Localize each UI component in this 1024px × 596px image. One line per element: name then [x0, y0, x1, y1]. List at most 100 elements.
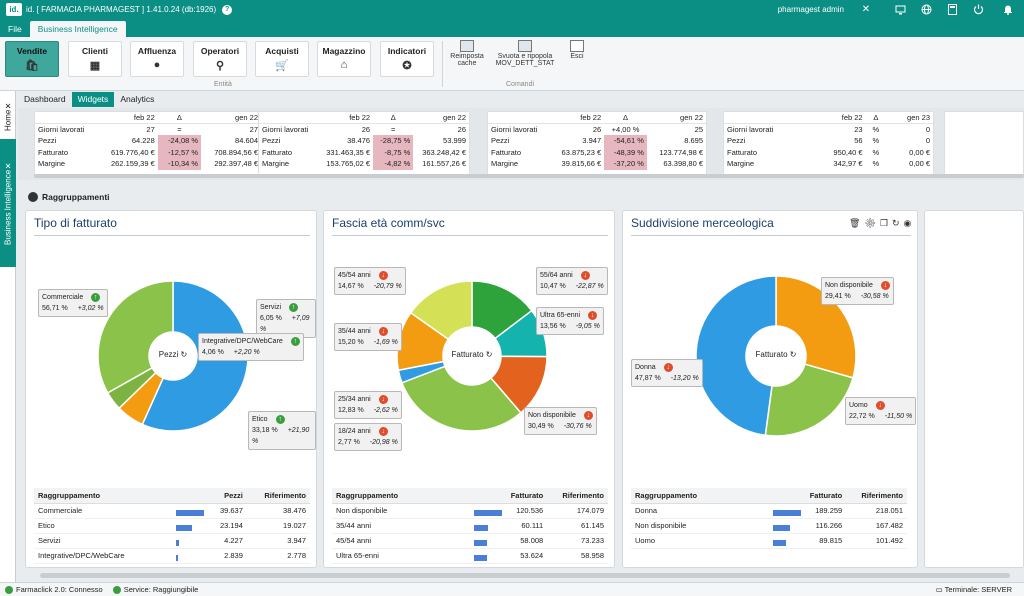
column-header[interactable]: Riferimento	[846, 488, 907, 504]
donut-chart	[97, 280, 249, 432]
table-row[interactable]: Non disponibile 120.536 174.079	[332, 503, 608, 519]
kpi-cell: %	[872, 147, 880, 157]
kpi-cell: 262.159,39 €	[110, 159, 155, 169]
donut-slice[interactable]	[141, 280, 249, 432]
ribbon-operatori-button[interactable]: Operatori ⚲	[193, 41, 247, 77]
refresh-cache-icon	[460, 40, 474, 52]
table-row[interactable]: 35/44 anni 60.111 61.145	[332, 518, 608, 534]
row-label: Non disponibile	[332, 503, 470, 519]
side-tab-strip: Home ✕ Business Intelligence ✕	[0, 91, 16, 596]
ribbon-indicatori-button[interactable]: Indicatori ✪	[380, 41, 434, 77]
donut-slice[interactable]	[400, 365, 522, 432]
database-reload-icon	[518, 40, 532, 52]
table-row[interactable]: Etico 23.194 19.027	[34, 518, 310, 534]
callout-value: 14,67 %	[338, 283, 364, 290]
reimposta-cache-button[interactable]: Reimposta cache	[447, 40, 487, 67]
kpi-header-cell: feb 22	[808, 112, 866, 124]
svuota-ripopola-button[interactable]: Svuota e ripopola MOV_DETT_STAT	[487, 40, 563, 67]
kpi-row: Fatturato 63.875,23 € -48,39 % 123.774,98 €	[488, 146, 706, 158]
esci-button[interactable]: Esci	[566, 40, 588, 60]
refresh-icon[interactable]: ↻	[891, 218, 904, 228]
ribbon-affluenza-button[interactable]: Affluenza ●	[130, 41, 184, 77]
table-row[interactable]: Integrative/DPC/WebCare 2.839 2.778	[34, 548, 310, 564]
badge-icon: ✪	[402, 60, 412, 72]
callout-name: Servizi	[260, 304, 282, 311]
donut-slice[interactable]	[97, 280, 174, 394]
visibility-icon[interactable]: ◉	[903, 218, 916, 228]
grouping-table: Raggruppamento Fatturato Riferimento Non di…	[332, 488, 608, 564]
operator-icon: ⚲	[215, 60, 225, 72]
column-header[interactable]: Riferimento	[246, 488, 310, 504]
donut-slice[interactable]	[695, 275, 777, 437]
callout-name: 55/64 anni	[540, 272, 573, 279]
ribbon-clienti-button[interactable]: Clienti ▦	[68, 41, 122, 77]
ribbon-group-entita: Entità	[214, 81, 232, 88]
ribbon-group-comandi: Comandi	[506, 81, 535, 88]
donut-center-label: Pezzi ↻	[158, 350, 188, 359]
table-row[interactable]: 45/54 anni 58.008 73.233	[332, 533, 608, 549]
callout-value: 2,77 %	[338, 439, 360, 446]
side-tab-home-label: Home	[3, 109, 13, 132]
table-row[interactable]: Servizi 4.227 3.947	[34, 533, 310, 549]
column-header[interactable]: Riferimento	[547, 488, 608, 504]
table-row[interactable]: Non disponibile 116.266 167.482	[631, 518, 907, 534]
column-header[interactable]: Raggruppamento	[631, 488, 769, 504]
ribbon-acquisti-label: Acquisti	[265, 46, 299, 56]
column-header[interactable]: Fatturato	[769, 488, 847, 504]
tab-analytics[interactable]: Analytics	[120, 94, 155, 104]
delete-icon[interactable]: 🗑	[849, 218, 865, 228]
callout-name: Commerciale	[42, 294, 84, 301]
row-reference: 58.958	[547, 548, 608, 564]
settings-icon[interactable]: ⚙	[864, 218, 880, 228]
slice-callout: Commerciale ↑ 56,71 % +3,02 %	[38, 289, 108, 317]
callout-name: 18/24 anni	[338, 428, 371, 435]
ribbon-clienti-label: Clienti	[82, 46, 108, 56]
trend-down-icon: ↓	[378, 427, 388, 436]
kpi-cell: -24,08 %	[157, 135, 202, 147]
column-header[interactable]: Pezzi	[172, 488, 247, 504]
side-tab-home[interactable]: Home ✕	[3, 100, 13, 132]
help-icon[interactable]: ?	[222, 4, 233, 15]
copy-icon[interactable]: ❐	[879, 218, 892, 228]
ribbon-magazzino-button[interactable]: Magazzino ⌂	[317, 41, 371, 77]
kpi-horizontal-scrollbar[interactable]	[34, 174, 1024, 178]
row-value: 89.815	[769, 533, 847, 549]
ribbon-affluenza-label: Affluenza	[137, 46, 177, 56]
notifications-bell-icon[interactable]	[1000, 2, 1016, 18]
tab-dashboard[interactable]: Dashboard	[24, 94, 66, 104]
trend-down-icon: ↓	[588, 311, 598, 320]
slice-callout: Ultra 65-enni ↓ 13,56 % -9,05 %	[536, 307, 604, 335]
menu-business-intelligence[interactable]: Business Intelligence	[29, 21, 126, 37]
table-row[interactable]: Uomo 89.815 101.492	[631, 533, 907, 549]
side-tab-business-intelligence[interactable]: Business Intelligence ✕	[0, 139, 16, 267]
menu-file[interactable]: File	[8, 24, 22, 34]
close-session-icon[interactable]: ✕	[861, 4, 871, 15]
tab-widgets[interactable]: Widgets	[71, 92, 115, 107]
value-bar	[176, 509, 204, 516]
donut-slice[interactable]	[409, 280, 473, 341]
row-label: 45/54 anni	[332, 533, 470, 549]
main-horizontal-scrollbar[interactable]	[40, 573, 1010, 578]
monitor-icon[interactable]	[892, 2, 908, 18]
kpi-cell: Giorni lavorati	[38, 125, 85, 134]
kpi-cell: +4,00 %	[611, 125, 640, 134]
table-row[interactable]: Donna 189.259 218.051	[631, 503, 907, 519]
donut-slice[interactable]	[775, 275, 857, 379]
power-icon[interactable]	[970, 2, 986, 18]
column-header[interactable]: Fatturato	[470, 488, 548, 504]
callout-value: 13,56 %	[540, 323, 566, 330]
value-bar	[773, 524, 790, 531]
donut-chart	[396, 280, 548, 432]
globe-icon[interactable]	[918, 2, 934, 18]
donut-slice[interactable]	[764, 363, 854, 437]
row-reference: 3.947	[246, 533, 310, 549]
calculator-icon[interactable]	[944, 2, 960, 18]
table-row[interactable]: Ultra 65-enni 53.624 58.958	[332, 548, 608, 564]
ribbon-vendite-button[interactable]: Vendite 🛍	[5, 41, 59, 77]
kpi-cell: 0,00 €	[909, 147, 930, 157]
table-row[interactable]: Commerciale 39.637 38.476	[34, 503, 310, 519]
ribbon-acquisti-button[interactable]: Acquisti 🛒	[255, 41, 309, 77]
column-header[interactable]: Raggruppamento	[332, 488, 470, 504]
column-header[interactable]: Raggruppamento	[34, 488, 172, 504]
